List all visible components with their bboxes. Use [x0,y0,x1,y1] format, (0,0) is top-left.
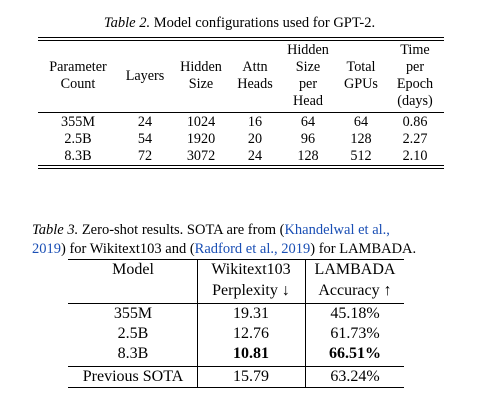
table3-top-rule [68,259,404,260]
table2-top-rule [38,37,444,38]
table2-bottom-rule-2 [38,168,444,169]
table3-sota-rule [68,366,404,367]
table2-header-layers: Layers [125,67,165,84]
table2-header-time-per-epoch: Time per Epoch (days) [396,42,434,109]
table2-bottom-rule [38,165,444,166]
table2-row: 2.5B 54 1920 20 96 128 2.27 [64,131,428,147]
table3-header-model: Model [112,261,154,278]
table3-row-perplexity: 19.31 [233,305,269,322]
table3-col-divider-2 [305,259,306,387]
table2-row: 355M 24 1024 16 64 64 0.86 [61,114,428,130]
table3-row-model: 355M [113,305,153,322]
table3-header-rule [68,303,404,304]
table3-row-accuracy: 45.18% [330,305,380,322]
table3-caption: Table 3. Zero-shot results. SOTA are fro… [32,222,417,257]
table2-header-attn-heads: Attn Heads [237,59,273,92]
table2-header-total-gpus: Total GPUs [344,59,378,92]
table3-row-model: 2.5B [117,325,149,342]
table3-col-divider-1 [197,259,198,387]
table3-row-model: 8.3B [117,345,149,362]
table2-header-hidden-size: Hidden Size [180,59,222,92]
table3-row-accuracy: 61.73% [330,325,380,342]
table2-caption-label: Table 2. [103,15,151,31]
table2-row: 8.3B 72 3072 24 128 512 2.10 [64,148,428,164]
citation-khandelwal[interactable]: Khandelwal et al., [284,222,390,238]
table3-row-perplexity-sota: 15.79 [233,368,269,385]
table3-row-perplexity: 12.76 [233,325,269,342]
table2-header-parameter-count: Parameter Count [49,59,107,92]
table2-caption: Table 2. Model configurations used for G… [0,14,479,32]
table3-header-wikitext103: Wikitext103 [211,261,291,278]
table3-caption-label: Table 3. [32,222,79,238]
table3-row-model-sota: Previous SOTA [82,368,184,385]
table3-header-accuracy: Accuracy ↑ [318,282,392,299]
table2-top-rule-2 [38,40,444,41]
table3-bottom-rule [68,387,404,388]
table3-header-lambada: LAMBADA [314,261,396,278]
table3-header-perplexity: Perplexity ↓ [212,282,290,299]
table2-header-rule [38,112,444,113]
citation-khandelwal-year[interactable]: 2019 [32,241,61,257]
table3-row-accuracy-sota: 63.24% [330,368,380,385]
table3-row-accuracy-best: 66.51% [329,345,381,362]
citation-radford[interactable]: Radford et al., 2019 [194,241,311,257]
table2-header-hidden-size-per-head: Hidden Size per Head [287,42,329,109]
table3-row-perplexity-best: 10.81 [233,345,269,362]
table2-caption-text: Model configurations used for GPT-2. [153,15,376,31]
